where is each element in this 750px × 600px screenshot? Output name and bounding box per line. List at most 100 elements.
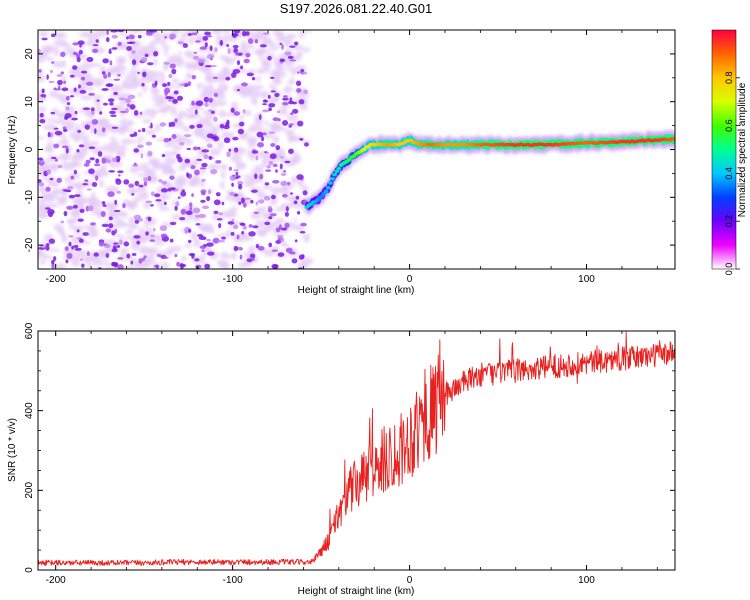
noise-speckle — [108, 216, 113, 221]
spectrogram-x-tick-label: -100 — [223, 274, 243, 285]
noise-speckle — [164, 35, 168, 39]
noise-speckle — [70, 175, 75, 180]
snr-series — [38, 331, 675, 567]
noise-blob — [275, 217, 286, 225]
noise-speckle — [133, 235, 141, 239]
noise-blob — [132, 74, 139, 83]
noise-blob — [129, 165, 140, 174]
noise-blob — [153, 100, 164, 107]
noise-blob — [273, 72, 279, 78]
noise-speckle — [95, 39, 99, 43]
noise-blob — [53, 223, 64, 231]
noise-speckle — [206, 238, 211, 242]
noise-blob — [89, 140, 100, 146]
noise-blob — [161, 194, 168, 199]
noise-blob — [176, 182, 187, 186]
noise-speckle — [103, 74, 108, 79]
noise-speckle — [107, 98, 115, 103]
noise-speckle — [232, 136, 239, 141]
noise-speckle — [174, 205, 178, 211]
noise-speckle — [269, 213, 277, 217]
noise-blob — [95, 105, 103, 113]
noise-blob — [167, 165, 173, 174]
noise-speckle — [144, 53, 149, 57]
noise-speckle — [39, 119, 46, 124]
noise-speckle — [238, 183, 243, 190]
noise-blob — [71, 197, 86, 205]
signal-core-blob — [330, 177, 335, 181]
noise-speckle — [117, 264, 124, 269]
noise-speckle — [107, 71, 111, 78]
noise-speckle — [161, 180, 168, 185]
noise-blob — [180, 255, 187, 262]
noise-speckle — [229, 175, 236, 181]
noise-speckle — [185, 210, 193, 216]
noise-speckle — [233, 30, 240, 34]
noise-speckle — [192, 146, 199, 151]
noise-speckle — [240, 197, 246, 204]
noise-speckle — [268, 107, 272, 112]
noise-speckle — [91, 119, 99, 125]
noise-speckle — [279, 163, 283, 170]
noise-blob — [193, 238, 201, 248]
colorbar-tick-label: 0.2 — [724, 215, 734, 228]
noise-blob — [268, 200, 278, 206]
noise-speckle — [76, 148, 80, 153]
noise-blob — [225, 195, 233, 201]
spectrogram-x-tick-label: 100 — [578, 274, 595, 285]
noise-blob — [220, 68, 233, 76]
noise-speckle — [143, 177, 148, 182]
noise-speckle — [195, 100, 204, 107]
noise-blob — [111, 84, 123, 93]
noise-blob — [91, 208, 104, 216]
noise-blob — [269, 47, 278, 52]
noise-speckle — [95, 158, 100, 164]
noise-speckle — [268, 131, 276, 134]
noise-speckle — [138, 258, 143, 264]
noise-blob — [197, 127, 209, 133]
noise-blob — [259, 233, 266, 238]
noise-blob — [104, 220, 110, 225]
noise-speckle — [51, 61, 55, 64]
noise-blob — [172, 199, 177, 208]
noise-speckle — [215, 160, 222, 164]
noise-speckle — [79, 208, 85, 213]
noise-speckle — [262, 32, 270, 36]
snr-x-tick-label: -200 — [46, 575, 66, 586]
noise-blob — [168, 54, 183, 64]
noise-blob — [201, 65, 209, 74]
noise-speckle — [225, 76, 231, 81]
noise-blob — [157, 108, 170, 113]
noise-speckle — [218, 212, 224, 216]
noise-speckle — [236, 234, 240, 240]
noise-speckle — [189, 124, 195, 129]
noise-speckle — [117, 30, 125, 33]
noise-speckle — [232, 174, 236, 177]
noise-speckle — [264, 182, 270, 186]
noise-blob — [130, 242, 141, 251]
noise-blob — [233, 55, 239, 60]
noise-speckle — [109, 110, 116, 115]
snr-x-ticks: -200 -100 0 100 — [46, 331, 658, 586]
noise-speckle — [66, 205, 74, 210]
noise-blob — [136, 185, 147, 193]
noise-speckle — [191, 74, 197, 80]
noise-speckle — [282, 119, 289, 126]
noise-blob — [140, 264, 145, 268]
noise-blob — [250, 97, 259, 106]
noise-blob — [48, 90, 59, 98]
snr-panel: -200 -100 0 100 0 200 400 600 Height of straig… — [7, 322, 676, 597]
noise-blob — [164, 142, 173, 148]
noise-blob — [220, 251, 230, 260]
noise-speckle — [126, 103, 130, 108]
noise-speckle — [80, 70, 88, 74]
noise-speckle — [138, 184, 144, 188]
noise-blob — [231, 251, 237, 260]
noise-speckle — [162, 83, 168, 88]
noise-speckle — [116, 158, 120, 163]
noise-speckle — [100, 211, 106, 217]
noise-blob — [250, 135, 258, 144]
noise-speckle — [128, 183, 135, 188]
noise-speckle — [189, 202, 193, 208]
noise-speckle — [201, 162, 208, 168]
